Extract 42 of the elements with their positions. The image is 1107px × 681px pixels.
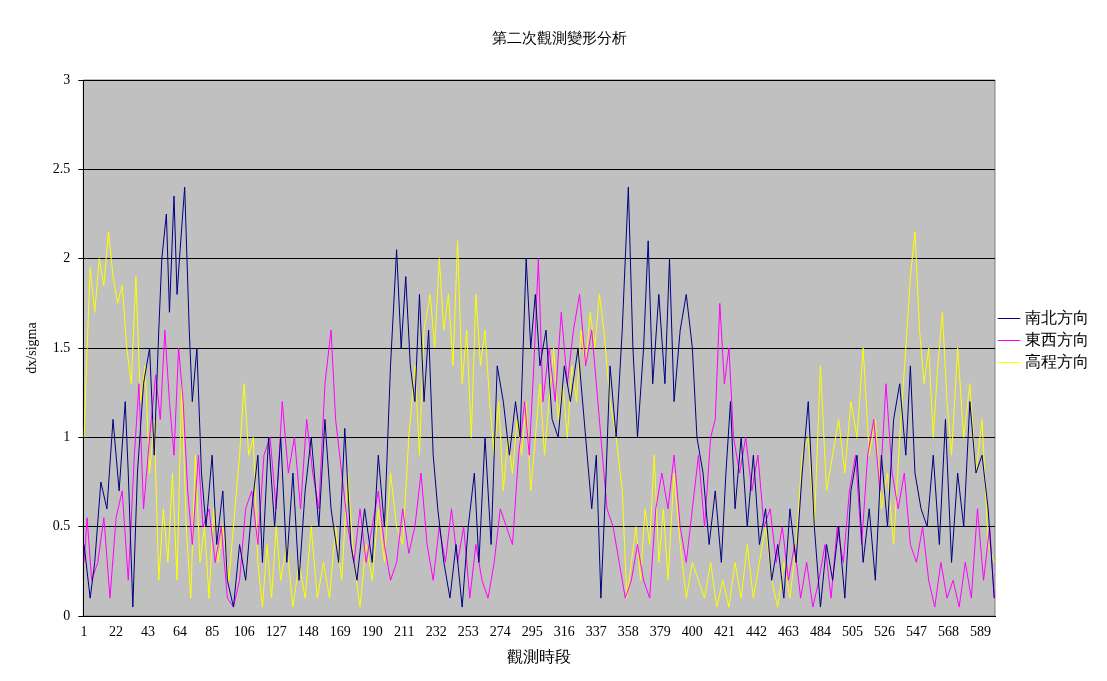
x-tick-label: 85 bbox=[205, 624, 220, 640]
x-tick-label: 211 bbox=[393, 624, 415, 640]
x-tick-label: 127 bbox=[265, 624, 287, 640]
y-tick-label: 1.5 bbox=[52, 339, 71, 355]
x-tick-label: 106 bbox=[233, 624, 255, 640]
x-tick-label: 337 bbox=[585, 624, 607, 640]
x-tick-label: 295 bbox=[521, 624, 543, 640]
y-tick-label: 3 bbox=[63, 71, 71, 87]
x-tick-label: 358 bbox=[617, 624, 639, 640]
x-tick-label: 169 bbox=[329, 624, 351, 640]
x-tick-label: 253 bbox=[457, 624, 479, 640]
x-tick-label: 190 bbox=[361, 624, 383, 640]
x-tick-label: 568 bbox=[938, 624, 959, 640]
x-tick-label: 22 bbox=[109, 624, 124, 640]
x-tick-label: 400 bbox=[681, 624, 703, 640]
x-tick-label: 1 bbox=[80, 624, 88, 640]
y-tick-label: 1 bbox=[63, 429, 71, 445]
x-tick-label: 463 bbox=[777, 624, 799, 640]
x-tick-label: 43 bbox=[141, 624, 156, 640]
y-axis-title: dx/sigma bbox=[24, 321, 40, 374]
chart-title: 第二次觀測變形分析 bbox=[492, 29, 627, 46]
x-tick-label: 148 bbox=[297, 624, 319, 640]
y-tick-label: 2.5 bbox=[52, 161, 71, 177]
x-tick-label: 64 bbox=[173, 624, 188, 640]
x-tick-label: 421 bbox=[713, 624, 735, 640]
x-axis-title: 觀測時段 bbox=[507, 647, 572, 665]
x-tick-label: 379 bbox=[649, 624, 671, 640]
x-tick-label: 505 bbox=[841, 624, 863, 640]
y-tick-label: 0 bbox=[63, 607, 71, 623]
x-tick-label: 274 bbox=[489, 624, 511, 640]
x-tick-label: 232 bbox=[425, 624, 447, 640]
x-tick-label: 547 bbox=[905, 624, 927, 640]
legend-label: 南北方向 bbox=[1025, 308, 1089, 326]
legend-label: 高程方向 bbox=[1025, 352, 1089, 370]
x-tick-label: 526 bbox=[873, 624, 895, 640]
y-tick-label: 2 bbox=[63, 250, 71, 266]
legend-label: 東西方向 bbox=[1025, 330, 1089, 348]
x-tick-label: 589 bbox=[970, 624, 992, 640]
x-tick-label: 316 bbox=[553, 624, 575, 640]
x-tick-label: 484 bbox=[809, 624, 831, 640]
x-tick-label: 442 bbox=[745, 624, 767, 640]
y-tick-label: 0.5 bbox=[52, 518, 71, 534]
